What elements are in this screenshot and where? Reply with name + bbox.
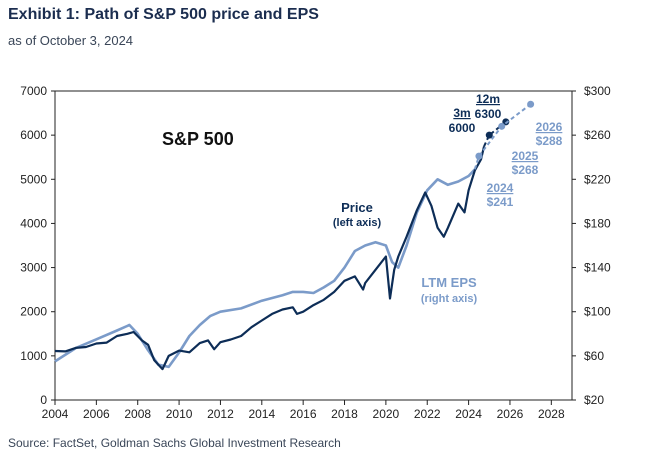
x-tick-label: 2026: [497, 407, 524, 421]
eps-forecast-point: [498, 122, 506, 130]
price-series-line: [54, 145, 486, 371]
price-forecast-label: 12m: [476, 92, 500, 106]
x-tick-label: 2016: [290, 407, 317, 421]
price-series-sublabel: (left axis): [333, 217, 382, 229]
y-left-tick-label: 0: [40, 393, 47, 407]
chart-inner-title: S&P 500: [162, 129, 234, 149]
y-left-tick-label: 5000: [20, 172, 47, 186]
x-tick-label: 2010: [166, 407, 193, 421]
y-right-tick-label: $100: [584, 305, 611, 319]
price-forecast-label: 3m: [453, 106, 470, 120]
x-tick-label: 2008: [124, 407, 151, 421]
eps-forecast-value: $241: [487, 195, 514, 209]
y-left-tick-label: 2000: [20, 305, 47, 319]
x-tick-label: 2018: [331, 407, 358, 421]
eps-series-label: LTM EPS: [421, 275, 477, 290]
y-left-tick-label: 1000: [20, 349, 47, 363]
eps-forecast-label: 2025: [512, 149, 539, 163]
price-forecast-value: 6000: [449, 121, 476, 135]
y-right-tick-label: $300: [584, 84, 611, 98]
y-left-tick-label: 4000: [20, 216, 47, 230]
y-right-tick-label: $20: [584, 393, 604, 407]
eps-forecast-label: 2024: [487, 181, 514, 195]
y-right-tick-label: $180: [584, 216, 611, 230]
x-tick-label: 2028: [538, 407, 565, 421]
chart-subtitle: as of October 3, 2024: [8, 33, 134, 48]
x-tick-label: 2014: [248, 407, 275, 421]
x-tick-label: 2004: [42, 407, 69, 421]
eps-forecast-value: $268: [512, 163, 539, 177]
x-tick-label: 2022: [414, 407, 441, 421]
x-tick-label: 2020: [373, 407, 400, 421]
y-right-tick-label: $140: [584, 261, 611, 275]
plot-border: [54, 90, 573, 401]
chart-source: Source: FactSet, Goldman Sachs Global In…: [8, 436, 341, 450]
x-tick-label: 2012: [207, 407, 234, 421]
y-right-tick-label: $60: [584, 349, 604, 363]
eps-series-line: [54, 168, 476, 369]
chart-title: Exhibit 1: Path of S&P 500 price and EPS: [8, 6, 319, 23]
eps-forecast-label: 2026: [536, 120, 563, 134]
price-forecast-point: [485, 131, 493, 139]
price-forecast-point: [502, 118, 510, 126]
eps-series-sublabel: (right axis): [421, 293, 478, 305]
price-series-label: Price: [341, 200, 373, 215]
x-tick-label: 2006: [83, 407, 110, 421]
y-right-tick-label: $260: [584, 128, 611, 142]
y-left-tick-label: 6000: [20, 128, 47, 142]
price-forecast-value: 6300: [475, 107, 502, 121]
y-left-tick-label: 3000: [20, 261, 47, 275]
y-left-tick-label: 7000: [20, 84, 47, 98]
eps-forecast-point: [527, 100, 535, 108]
eps-forecast-value: $288: [536, 134, 563, 148]
y-right-tick-label: $220: [584, 172, 611, 186]
x-tick-label: 2024: [455, 407, 482, 421]
eps-forecast-point: [475, 152, 483, 160]
